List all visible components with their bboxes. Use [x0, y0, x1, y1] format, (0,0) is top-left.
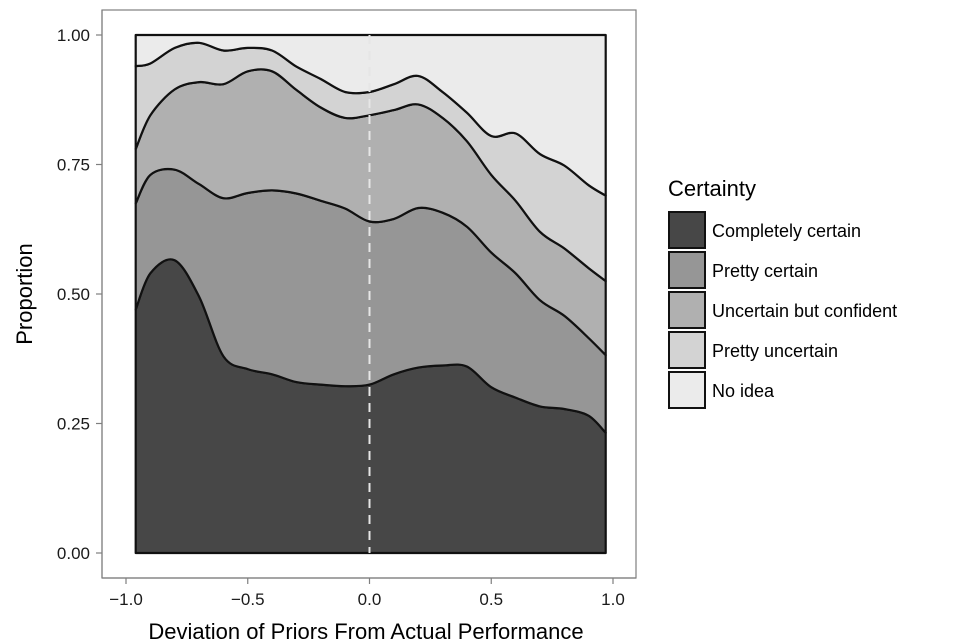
legend-swatch — [668, 291, 706, 329]
area-layers — [134, 33, 607, 555]
legend: Certainty Completely certain Pretty certa… — [668, 176, 897, 409]
legend-label: No idea — [712, 381, 775, 401]
legend-label: Uncertain but confident — [712, 301, 897, 321]
y-tick-label: 0.00 — [57, 544, 90, 563]
legend-swatch — [668, 251, 706, 289]
x-tick-label: 1.0 — [601, 590, 625, 609]
x-tick-label: 0.5 — [479, 590, 503, 609]
x-tick-label: 0.0 — [358, 590, 382, 609]
x-axis-title: Deviation of Priors From Actual Performa… — [148, 619, 583, 644]
y-ticks: 0.00 0.25 0.50 0.75 1.00 — [57, 26, 102, 563]
legend-label: Pretty certain — [712, 261, 818, 281]
legend-swatch — [668, 371, 706, 409]
x-tick-label: −0.5 — [231, 590, 265, 609]
legend-swatch — [668, 331, 706, 369]
y-tick-label: 0.50 — [57, 285, 90, 304]
x-tick-label: −1.0 — [109, 590, 143, 609]
x-ticks: −1.0 −0.5 0.0 0.5 1.0 — [109, 578, 625, 609]
legend-label: Completely certain — [712, 221, 861, 241]
y-tick-label: 1.00 — [57, 26, 90, 45]
legend-label: Pretty uncertain — [712, 341, 838, 361]
area-no-idea — [134, 33, 607, 197]
legend-title: Certainty — [668, 176, 756, 201]
y-tick-label: 0.25 — [57, 415, 90, 434]
y-tick-label: 0.75 — [57, 156, 90, 175]
legend-swatch — [668, 211, 706, 249]
y-axis-title: Proportion — [12, 243, 37, 345]
